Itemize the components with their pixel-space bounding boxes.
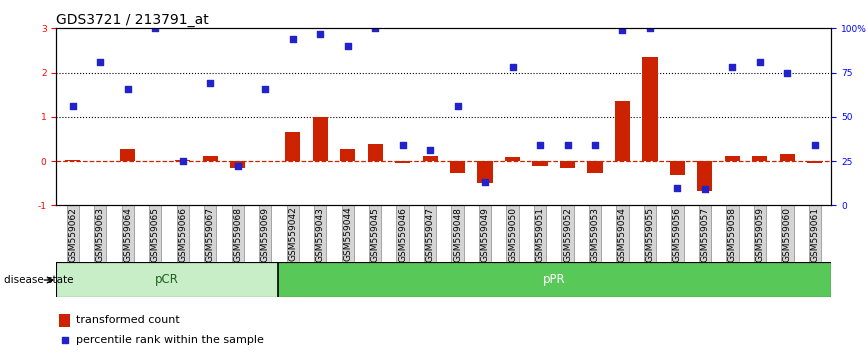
Bar xyxy=(367,144,383,161)
Point xyxy=(808,142,822,148)
Bar xyxy=(533,161,547,166)
Bar xyxy=(643,57,657,161)
Bar xyxy=(340,149,355,161)
Point xyxy=(698,187,712,192)
Bar xyxy=(615,101,630,161)
Bar xyxy=(59,314,70,326)
Bar xyxy=(395,161,410,163)
Point xyxy=(258,86,272,91)
Bar xyxy=(175,160,191,161)
Text: disease state: disease state xyxy=(4,275,74,285)
Point xyxy=(230,164,244,169)
Point xyxy=(533,142,547,148)
Bar xyxy=(560,161,575,168)
Text: pCR: pCR xyxy=(155,273,179,286)
Point xyxy=(423,148,437,153)
Bar xyxy=(278,262,831,297)
Point xyxy=(616,27,630,33)
Bar xyxy=(807,161,823,163)
Point xyxy=(58,337,72,343)
Bar xyxy=(203,156,217,161)
Point xyxy=(588,142,602,148)
Bar xyxy=(753,156,767,161)
Bar xyxy=(587,161,603,173)
Bar xyxy=(313,117,327,161)
Point xyxy=(753,59,766,65)
Point xyxy=(643,25,657,31)
Bar xyxy=(477,161,493,183)
Point xyxy=(780,70,794,75)
Point xyxy=(66,103,80,109)
Point xyxy=(506,64,520,70)
Point xyxy=(340,43,354,49)
Point xyxy=(560,142,574,148)
Bar xyxy=(779,154,795,161)
Point xyxy=(726,64,740,70)
Bar xyxy=(423,156,437,161)
Point xyxy=(450,103,464,109)
Point xyxy=(148,25,162,31)
Bar xyxy=(450,161,465,173)
Point xyxy=(478,179,492,185)
Point xyxy=(121,86,135,91)
Bar xyxy=(725,156,740,161)
Bar xyxy=(505,156,520,161)
Bar xyxy=(120,149,135,161)
Text: GDS3721 / 213791_at: GDS3721 / 213791_at xyxy=(56,13,209,27)
Point xyxy=(176,158,190,164)
Point xyxy=(286,36,300,42)
Bar xyxy=(65,160,81,161)
Bar xyxy=(285,132,301,161)
Point xyxy=(313,31,327,36)
Bar xyxy=(697,161,713,191)
Text: transformed count: transformed count xyxy=(75,315,179,325)
Point xyxy=(396,142,410,148)
Bar xyxy=(56,262,278,297)
Text: percentile rank within the sample: percentile rank within the sample xyxy=(75,335,263,346)
Point xyxy=(368,25,382,31)
Bar xyxy=(670,161,685,175)
Text: pPR: pPR xyxy=(543,273,565,286)
Bar xyxy=(230,161,245,168)
Point xyxy=(670,185,684,190)
Point xyxy=(204,80,217,86)
Point xyxy=(94,59,107,65)
